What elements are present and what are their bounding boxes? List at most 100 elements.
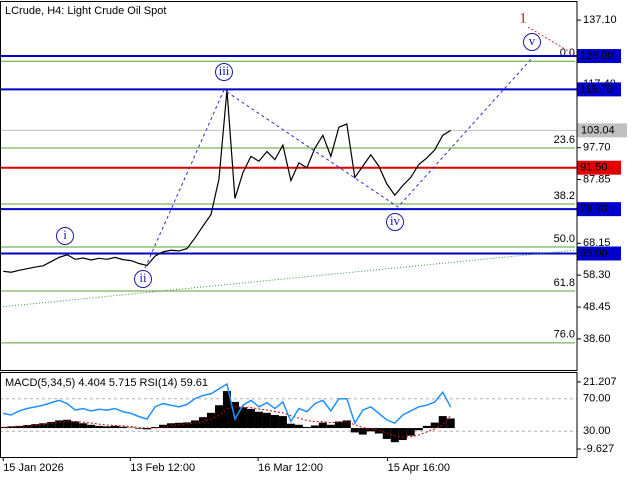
macd-bar bbox=[254, 411, 263, 429]
y-tick-label: 58.30 bbox=[583, 269, 611, 281]
macd-bar bbox=[175, 422, 184, 429]
fibonacci-label: 38.2 bbox=[554, 190, 575, 202]
macd-bar bbox=[262, 412, 271, 429]
y-tick-label: 21.207 bbox=[583, 376, 617, 388]
wave-label: iii bbox=[219, 63, 230, 78]
macd-bar bbox=[47, 421, 56, 429]
macd-bar bbox=[63, 419, 72, 429]
macd-bar bbox=[350, 428, 359, 433]
plot-layer: 137.10117.4097.7087.8568.1558.3048.4538.… bbox=[0, 14, 627, 474]
macd-bar bbox=[382, 428, 391, 439]
macd-bar bbox=[55, 420, 64, 429]
wave-circle bbox=[134, 270, 152, 288]
macd-bar bbox=[183, 422, 192, 429]
wave-circle bbox=[215, 63, 233, 81]
level-box bbox=[577, 49, 621, 64]
y2-tick-label: 30.00 bbox=[583, 425, 611, 437]
y-tick-label: 87.85 bbox=[583, 173, 611, 185]
fibonacci-label: 76.0 bbox=[554, 329, 575, 341]
x-tick-label: 16 Mar 12:00 bbox=[258, 462, 323, 474]
macd-bar bbox=[246, 408, 255, 429]
wave-path bbox=[144, 57, 533, 269]
macd-bar bbox=[390, 428, 399, 443]
macd-bar bbox=[230, 401, 239, 429]
macd-bar bbox=[159, 424, 168, 429]
macd-bar bbox=[111, 425, 120, 429]
macd-bar bbox=[414, 428, 423, 431]
wave-label: i bbox=[63, 227, 67, 242]
macd-bar bbox=[318, 422, 327, 429]
macd-bar bbox=[422, 425, 431, 429]
x-tick-label: 15 Apr 16:00 bbox=[388, 462, 450, 474]
macd-bar bbox=[270, 415, 279, 429]
degree-path bbox=[527, 26, 576, 56]
wave-label: ii bbox=[139, 270, 147, 285]
wave-labels: i ii iii iv v 1 bbox=[56, 10, 541, 288]
macd-bar bbox=[430, 422, 439, 429]
macd-bar bbox=[15, 425, 24, 429]
fibonacci-label: 23.6 bbox=[554, 134, 575, 146]
macd-bar bbox=[310, 425, 319, 429]
macd-bar bbox=[294, 424, 303, 429]
level-box bbox=[577, 160, 621, 175]
macd-bar bbox=[79, 423, 88, 429]
indicator-frame bbox=[0, 372, 578, 458]
macd-bar bbox=[374, 428, 383, 434]
macd-bar bbox=[103, 426, 112, 429]
macd-signal bbox=[3, 406, 452, 438]
macd-bar bbox=[23, 425, 32, 429]
last-price-box bbox=[577, 123, 627, 138]
level-label: 126.00 bbox=[580, 50, 614, 62]
fibonacci-label: 50.0 bbox=[554, 233, 575, 245]
macd-bar bbox=[7, 426, 16, 429]
level-box bbox=[577, 246, 621, 261]
trend-line bbox=[0, 249, 578, 308]
macd-bar bbox=[198, 417, 207, 429]
macd-bar bbox=[438, 416, 447, 429]
wave-circle bbox=[523, 33, 541, 51]
x-tick-label: 13 Feb 12:00 bbox=[130, 462, 195, 474]
wave-circle bbox=[56, 227, 74, 245]
level-label: 78.70 bbox=[580, 203, 608, 215]
macd-bar bbox=[135, 428, 144, 429]
price-frame bbox=[0, 1, 578, 371]
macd-bar bbox=[406, 428, 415, 436]
price-line bbox=[3, 89, 452, 273]
chart-title: LCrude, H4: Light Crude Oil Spot bbox=[5, 5, 166, 17]
macd-bar bbox=[95, 425, 104, 429]
y-tick-label: 97.70 bbox=[583, 142, 611, 154]
macd-bar bbox=[398, 428, 407, 441]
wave-label: iv bbox=[390, 213, 401, 228]
macd-bar bbox=[39, 423, 48, 429]
macd-bar bbox=[302, 426, 311, 429]
rsi-line bbox=[3, 382, 452, 425]
y2-tick-label: 70.00 bbox=[583, 393, 611, 405]
macd-bar bbox=[71, 421, 80, 429]
macd-bar bbox=[31, 424, 40, 429]
macd-bar bbox=[342, 420, 351, 429]
macd-bar bbox=[119, 426, 128, 429]
y-tick-label: -9.627 bbox=[583, 443, 614, 455]
x-tick-label: 15 Jan 2026 bbox=[3, 462, 64, 474]
level-box bbox=[577, 82, 621, 97]
macd-bar bbox=[334, 421, 343, 429]
macd-bar bbox=[238, 407, 247, 429]
fibonacci-label: 61.8 bbox=[554, 277, 575, 289]
level-label: 115.70 bbox=[580, 83, 613, 95]
macd-bar bbox=[446, 418, 455, 429]
wave-circle bbox=[386, 213, 404, 231]
macd-bar bbox=[190, 420, 199, 429]
macd-bar bbox=[143, 428, 152, 430]
level-label: 65.00 bbox=[580, 247, 608, 259]
y-tick-label: 68.15 bbox=[583, 237, 611, 249]
macd-bar bbox=[222, 391, 231, 429]
y-tick-label: 48.45 bbox=[583, 301, 611, 313]
macd-bar bbox=[326, 424, 335, 429]
degree-label: 1 bbox=[519, 10, 527, 26]
macd-bar bbox=[366, 428, 375, 432]
wave-label: v bbox=[529, 33, 536, 48]
macd-bar bbox=[286, 423, 295, 429]
